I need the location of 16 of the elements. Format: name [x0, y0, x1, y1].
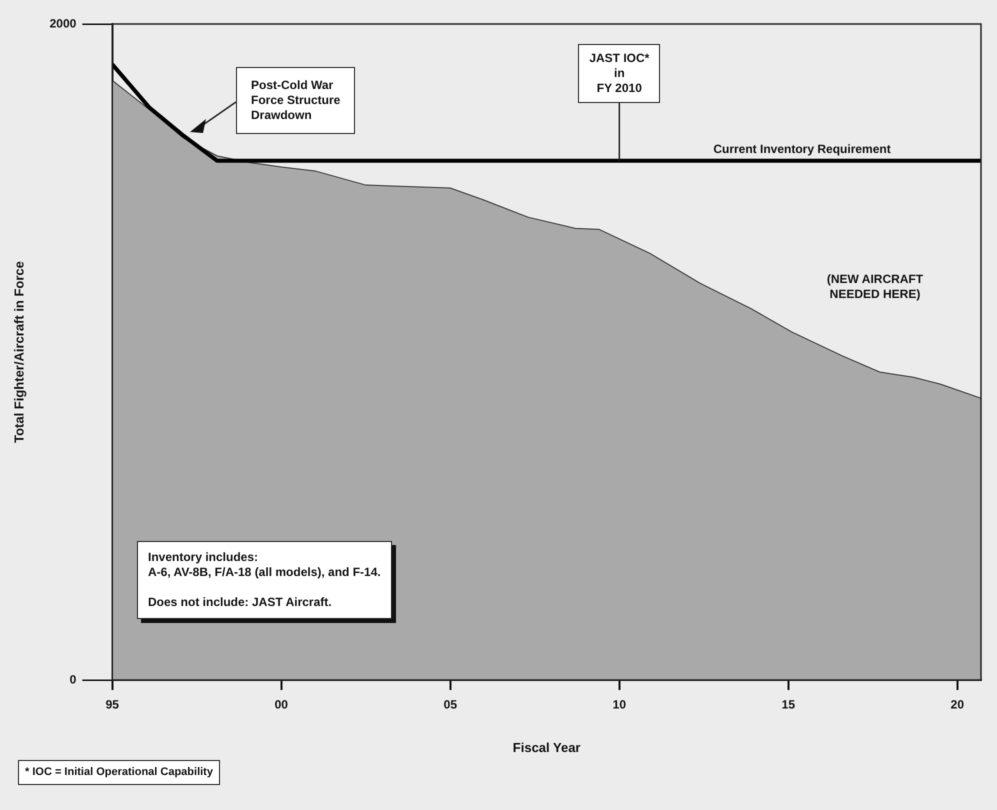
x-tick-label: 20: [950, 698, 964, 712]
annotation: (NEW AIRCRAFT NEEDED HERE): [826, 272, 924, 302]
y-tick-label: 0: [70, 672, 77, 686]
x-tick-label: 05: [444, 698, 458, 712]
text: Inventory includes: A-6, AV-8B, F/A-18 (all models), and F-14. Does not include: JAST Aircraft.: [148, 550, 381, 609]
x-tick-label: 15: [782, 698, 796, 712]
y-tick-label: 2000: [50, 16, 77, 30]
x-axis-title: Fiscal Year: [512, 740, 581, 755]
annotation: JAST IOC* in FY 2010: [578, 44, 660, 103]
x-tick-label: 00: [274, 698, 288, 712]
y-axis-title: Total Fighter/Aircraft in Force: [11, 261, 26, 443]
x-tick-label: 10: [612, 698, 626, 712]
x-tick-label: 95: [106, 698, 120, 712]
annotation: Post-Cold War Force Structure Drawdown: [236, 67, 356, 134]
annotation: Current Inventory Requirement: [713, 142, 891, 157]
text: * IOC = Initial Operational Capability: [18, 760, 220, 785]
